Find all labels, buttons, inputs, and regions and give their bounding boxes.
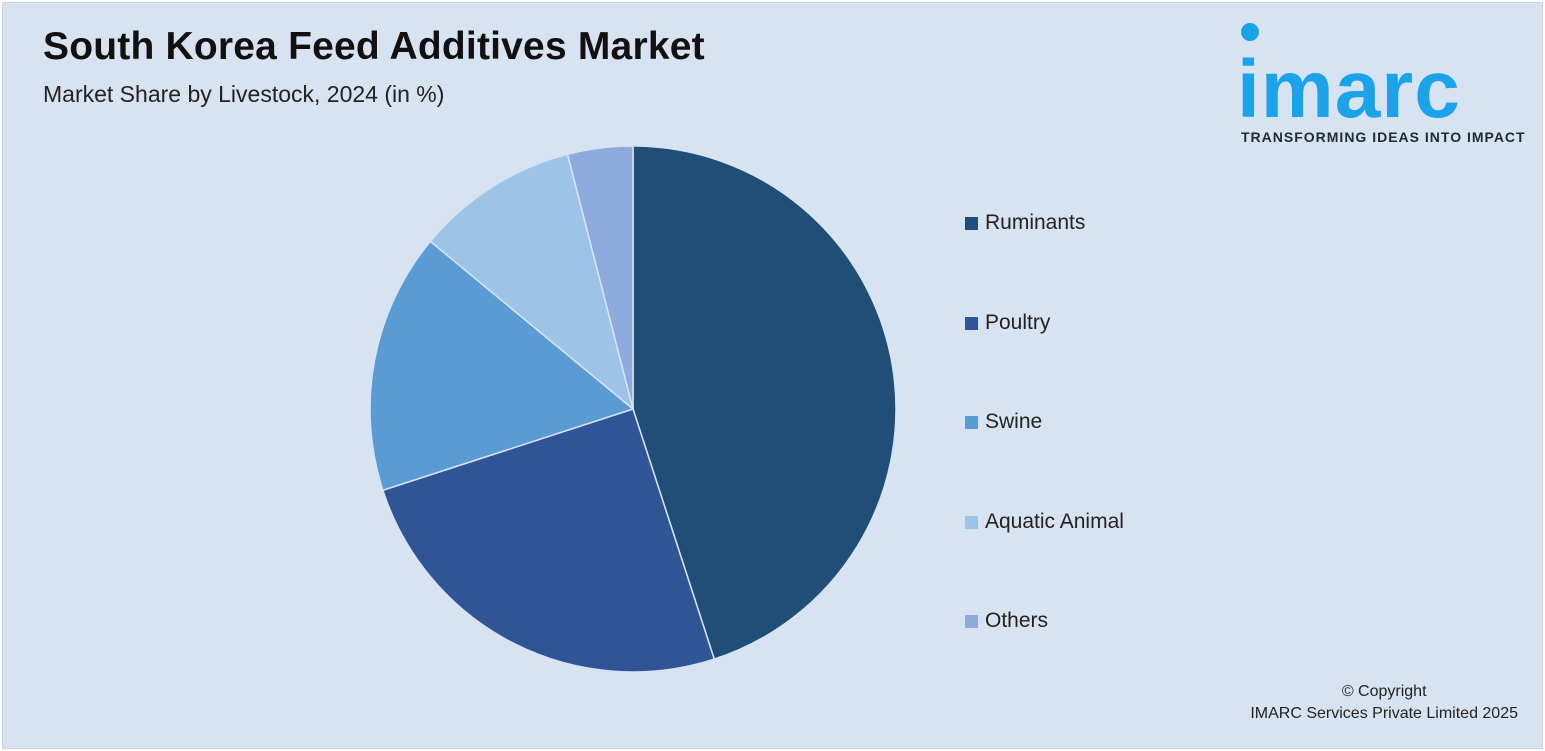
legend-swatch: [965, 515, 978, 529]
legend-swatch: [965, 217, 978, 230]
pie-slice-poultry: [381, 408, 716, 673]
legend-swatch: [965, 416, 978, 429]
logo-tagline: TRANSFORMING IDEAS INTO IMPACT: [1241, 129, 1526, 145]
copyright-line-1: © Copyright: [1341, 683, 1427, 700]
legend-swatch: [965, 615, 978, 628]
logo-dot-icon: [1241, 23, 1259, 41]
legend-label: Ruminants: [985, 211, 1086, 234]
legend-swatch: [965, 316, 978, 330]
legend-label: Poultry: [985, 310, 1051, 334]
pie-slice-aquatic-animal: [429, 153, 635, 412]
pie-slice-swine: [369, 240, 635, 492]
chart-subtitle: Market Share by Livestock, 2024 (in %): [43, 81, 445, 107]
imarc-logo: imarc TRANSFORMING IDEAS INTO IMPACT: [1235, 21, 1535, 151]
legend-label: Others: [985, 609, 1049, 632]
logo-wordmark: imarc: [1237, 44, 1461, 135]
pie-chart: [369, 145, 897, 673]
copyright-line-2: IMARC Services Private Limited 2025: [1250, 705, 1518, 722]
pie-slice-others: [566, 145, 634, 410]
chart-title: South Korea Feed Additives Market: [43, 25, 705, 68]
legend-label: Aquatic Animal: [985, 509, 1124, 533]
legend-label: Swine: [985, 410, 1043, 433]
copyright-notice: © Copyright IMARC Services Private Limit…: [1250, 681, 1518, 725]
pie-slice-ruminants: [632, 145, 897, 661]
